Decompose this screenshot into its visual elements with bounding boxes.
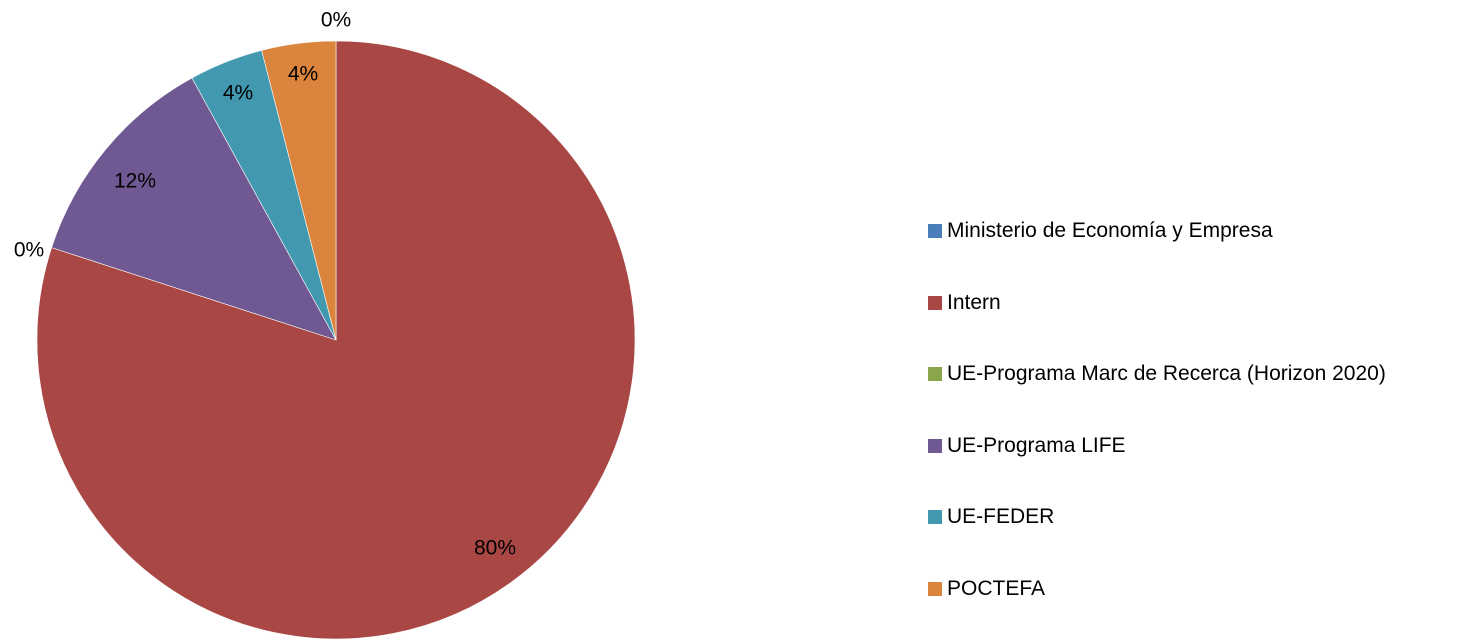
data-label-1: 80% (474, 537, 516, 560)
legend-label: UE-Programa LIFE (947, 433, 1126, 457)
legend-label: Ministerio de Economía y Empresa (947, 219, 1273, 242)
legend-swatch (928, 581, 942, 596)
legend-swatch (928, 224, 942, 238)
data-label-5: 4% (288, 63, 318, 86)
legend-label: POCTEFA (947, 576, 1046, 600)
legend-swatch (928, 295, 942, 310)
legend-item: POCTEFA (928, 571, 1386, 607)
legend-swatch (928, 367, 942, 381)
legend-swatch (928, 438, 942, 453)
data-label-2: 0% (321, 9, 351, 32)
chart-legend: Ministerio de Economía y Empresa Intern UE… (928, 213, 1386, 642)
legend-swatch (928, 510, 942, 524)
legend-label: UE-FEDER (947, 505, 1055, 528)
data-label-4: 4% (223, 82, 253, 105)
legend-item: UE-Programa LIFE (928, 428, 1386, 464)
legend-item: UE-FEDER (928, 499, 1386, 535)
pie-slice-5 (261, 40, 337, 341)
legend-item: UE-Programa Marc de Recerca (Horizon 202… (928, 356, 1386, 392)
legend-item: Ministerio de Economía y Empresa (928, 213, 1386, 249)
pie-slice-3 (51, 77, 337, 341)
data-label-0: 0% (14, 239, 44, 262)
legend-label: UE-Programa Marc de Recerca (Horizon 202… (947, 362, 1386, 385)
legend-label: Intern (947, 290, 1001, 314)
data-label-3: 12% (114, 170, 156, 193)
legend-item: Intern (928, 285, 1386, 321)
